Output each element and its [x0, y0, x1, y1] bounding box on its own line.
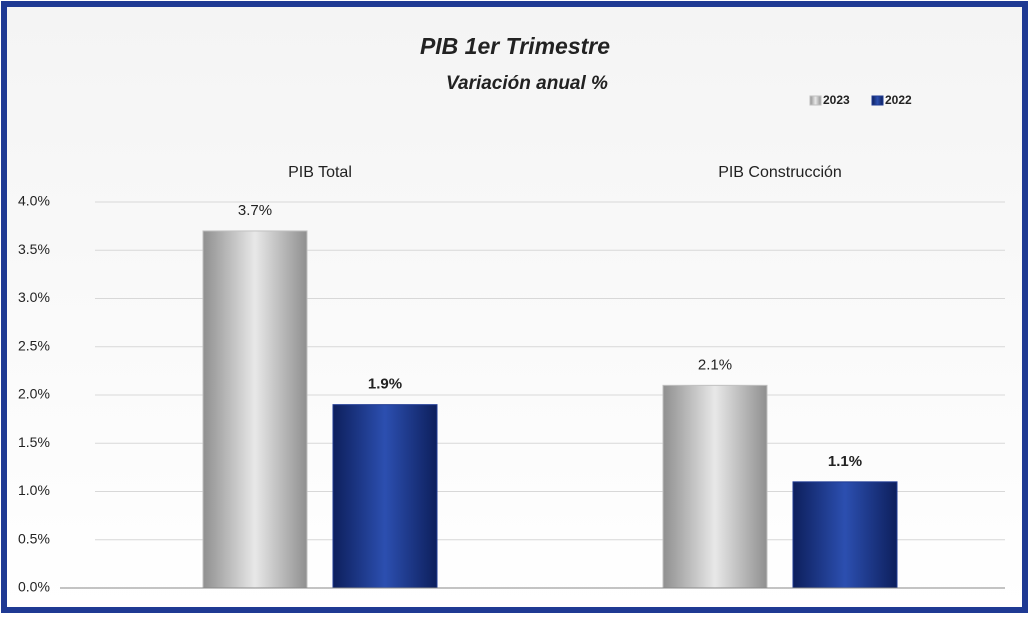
y-tick-label: 2.0%: [18, 386, 50, 402]
y-tick-label: 2.5%: [18, 337, 50, 353]
y-tick-label: 4.0%: [18, 193, 50, 209]
y-tick-label: 3.5%: [18, 241, 50, 257]
value-label: 3.7%: [238, 202, 272, 219]
chart-title: PIB 1er Trimestre: [420, 33, 610, 59]
legend-label: 2023: [823, 93, 850, 107]
bar: [332, 404, 438, 589]
bar: [202, 230, 308, 589]
category-label: PIB Construcción: [718, 164, 842, 181]
value-label: 1.1%: [828, 453, 862, 470]
y-tick-label: 0.0%: [18, 579, 50, 595]
legend-swatch: [871, 95, 884, 106]
legend-swatch: [809, 95, 822, 106]
y-tick-label: 1.0%: [18, 482, 50, 498]
y-tick-label: 1.5%: [18, 434, 50, 450]
value-label: 2.1%: [698, 356, 732, 373]
legend-label: 2022: [885, 93, 912, 107]
category-label: PIB Total: [288, 164, 352, 181]
bar: [662, 384, 768, 589]
value-label: 1.9%: [368, 376, 402, 393]
y-tick-label: 0.5%: [18, 530, 50, 546]
y-tick-label: 3.0%: [18, 289, 50, 305]
bar: [792, 481, 898, 589]
chart-subtitle: Variación anual %: [446, 73, 608, 94]
